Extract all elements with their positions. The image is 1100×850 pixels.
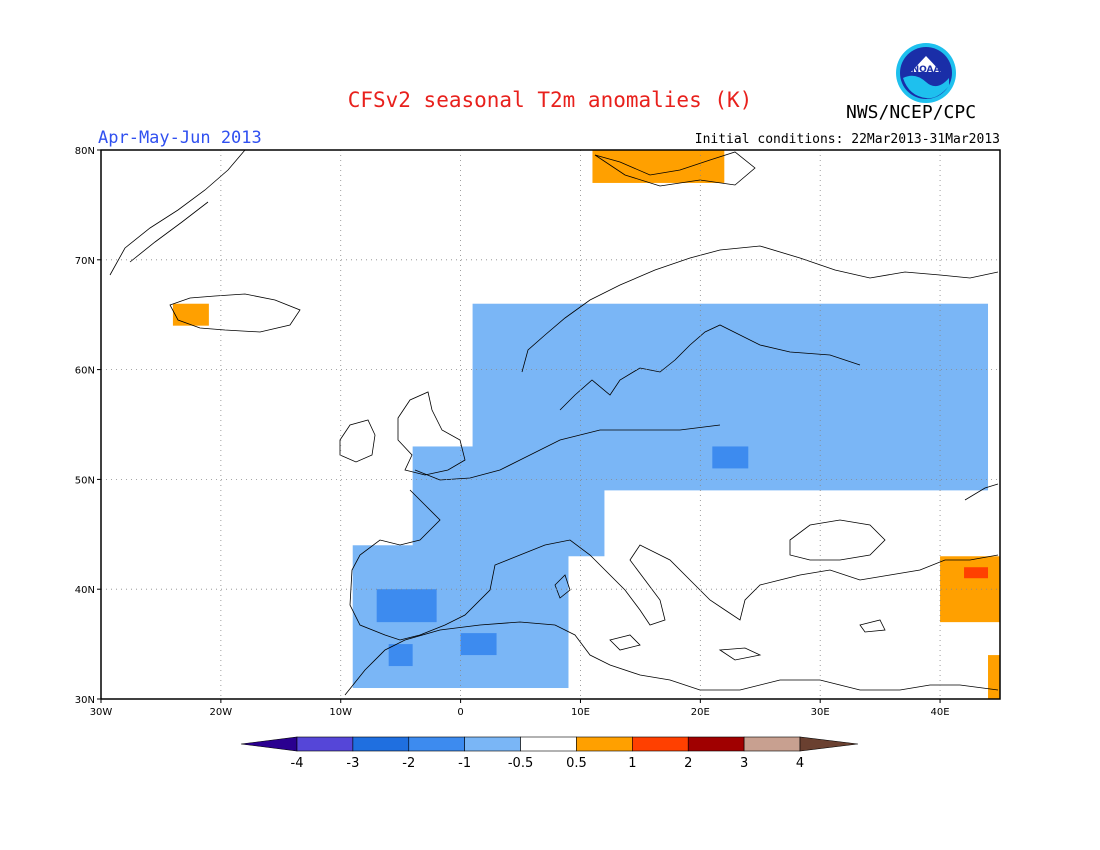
- period-label: Apr-May-Jun 2013: [98, 128, 262, 148]
- colorbar-labels: -4 -3 -2 -1 -0.5 0.5 1 2 3 4: [291, 756, 805, 771]
- anomaly-region-3: [376, 589, 437, 623]
- colorbar-box: [408, 736, 465, 752]
- lon-tick-label: 20E: [691, 707, 710, 718]
- colorbar-label: -4: [291, 756, 304, 771]
- colorbar-boxes: [240, 736, 859, 752]
- axis-ticks: 30W 20W 10W 0 10E 20E 30E 40E 30N 40N 50N 60N 70N 80N: [75, 146, 950, 718]
- anomaly-region-5: [460, 633, 497, 656]
- lat-tick-label: 60N: [75, 366, 95, 377]
- colorbar-label: 1: [628, 756, 636, 771]
- lon-tick-label: 30E: [811, 707, 830, 718]
- colorbar-box: [296, 736, 354, 752]
- noaa-logo-icon: NOAA: [896, 43, 956, 103]
- anomaly-region-6: [712, 446, 749, 469]
- colorbar-label: 3: [740, 756, 748, 771]
- anomaly-region-8: [172, 303, 209, 326]
- lon-tick-label: 30W: [90, 707, 113, 718]
- colorbar-box: [632, 736, 689, 752]
- colorbar-box: [743, 736, 801, 752]
- anomaly-region-4: [388, 644, 413, 667]
- anomaly-region-7: [592, 150, 725, 183]
- colorbar-label: 2: [684, 756, 692, 771]
- colorbar-label: -1: [458, 756, 471, 771]
- colorbar-label: 0.5: [566, 756, 587, 771]
- lat-tick-label: 30N: [75, 695, 95, 706]
- anomaly-region-10: [964, 567, 989, 579]
- lat-tick-label: 80N: [75, 146, 95, 157]
- coastlines: [109, 149, 999, 696]
- colorbar-box: [576, 736, 633, 752]
- initial-conditions-label: Initial conditions: 22Mar2013-31Mar2013: [694, 132, 1000, 147]
- anomaly-region-1: [412, 446, 605, 557]
- anomaly-regions: [172, 150, 1000, 699]
- colorbar-box: [687, 736, 745, 752]
- map-frame: [100, 149, 1001, 700]
- anomaly-region-11: [988, 655, 1000, 699]
- lon-tick-label: 20W: [210, 707, 233, 718]
- colorbar-label: 4: [796, 756, 804, 771]
- lon-tick-label: 40E: [931, 707, 950, 718]
- lon-tick-label: 10W: [329, 707, 352, 718]
- colorbar-box: [520, 736, 577, 752]
- colorbar-box: [352, 736, 410, 752]
- noaa-logo-text: NOAA: [912, 65, 941, 75]
- colorbar-label: -2: [402, 756, 415, 771]
- lon-tick-label: 10E: [571, 707, 590, 718]
- colorbar-label: -3: [346, 756, 359, 771]
- colorbar-label: -0.5: [508, 756, 533, 771]
- lon-tick-label: 0: [457, 707, 463, 718]
- colorbar-min-triangle: [240, 736, 298, 752]
- agency-label: NWS/NCEP/CPC: [846, 102, 977, 123]
- lat-tick-label: 70N: [75, 256, 95, 267]
- lat-tick-label: 50N: [75, 475, 95, 486]
- colorbar-max-triangle: [799, 736, 859, 752]
- lat-tick-label: 40N: [75, 585, 95, 596]
- chart-title: CFSv2 seasonal T2m anomalies (K): [347, 88, 753, 112]
- colorbar-box: [464, 736, 521, 752]
